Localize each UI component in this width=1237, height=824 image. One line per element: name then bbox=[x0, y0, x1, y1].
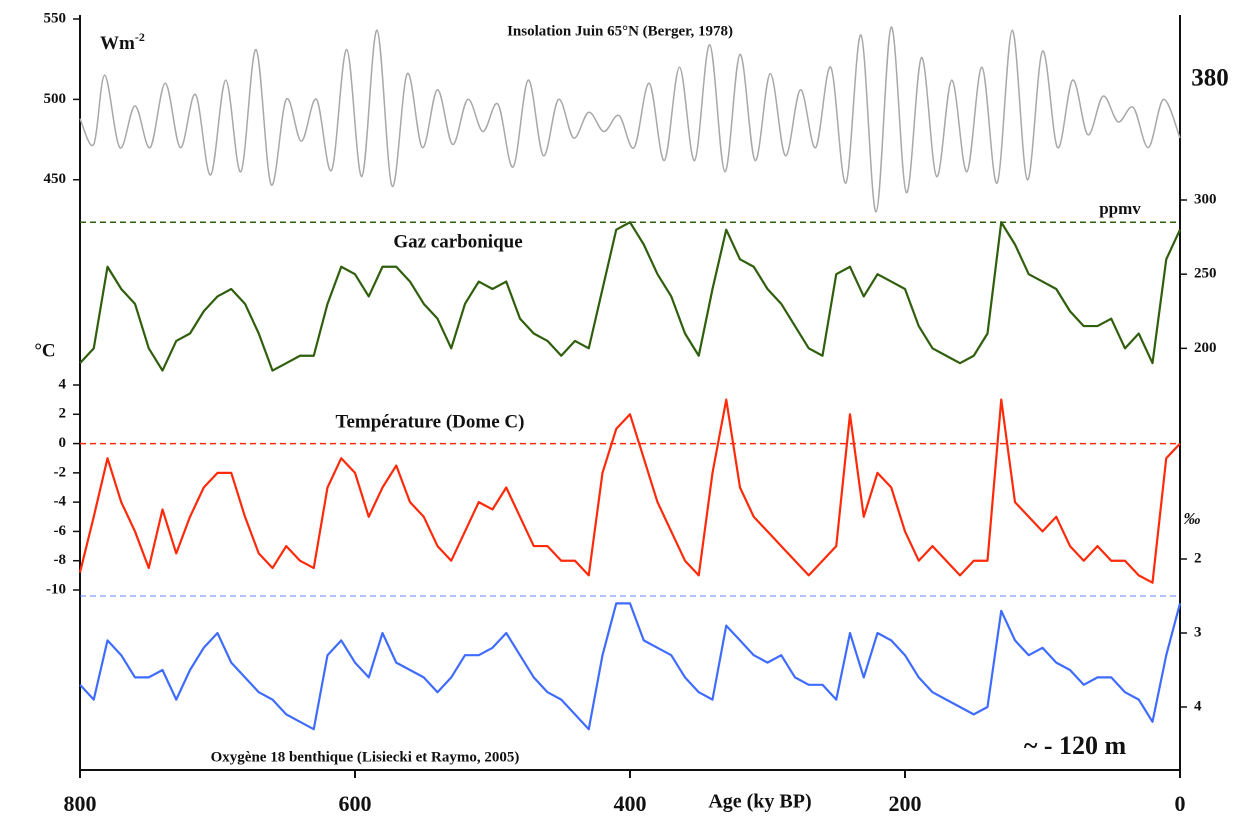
data-line bbox=[79, 602, 1182, 731]
panel-title: Oxygène 18 benthique (Lisiecki et Raymo,… bbox=[211, 749, 520, 765]
y-tick-label: -8 bbox=[54, 552, 67, 568]
y-tick-label: 450 bbox=[44, 171, 67, 187]
y-tick-label: 200 bbox=[1194, 340, 1217, 356]
y-tick-label: 500 bbox=[44, 91, 67, 107]
y-tick-label: -4 bbox=[54, 494, 67, 510]
y-tick-label: 250 bbox=[1194, 266, 1217, 282]
y-tick-label: 2 bbox=[59, 406, 67, 422]
y-tick-label: -2 bbox=[54, 464, 67, 480]
x-tick-label: 200 bbox=[889, 791, 922, 816]
y-unit: ppmv bbox=[1099, 199, 1141, 218]
data-line bbox=[78, 398, 1181, 584]
x-tick-label: 0 bbox=[1175, 791, 1186, 816]
x-tick-label: 600 bbox=[339, 791, 372, 816]
unit-base: Wm bbox=[100, 33, 135, 54]
y-tick-label: 4 bbox=[59, 376, 67, 392]
y-unit: Wm-2 bbox=[100, 30, 145, 55]
data-line bbox=[79, 26, 1181, 213]
y-tick-label: 2 bbox=[1194, 550, 1202, 566]
y-tick-label: 3 bbox=[1194, 624, 1202, 640]
y-tick-label: 0 bbox=[59, 435, 67, 451]
y-tick-label: 550 bbox=[44, 10, 67, 26]
x-axis-label: Age (ky BP) bbox=[708, 791, 811, 813]
y-tick-label: 4 bbox=[1194, 698, 1202, 714]
data-line bbox=[79, 221, 1181, 372]
panel-title: Insolation Juin 65°N (Berger, 1978) bbox=[507, 23, 733, 39]
y-tick-label: -6 bbox=[54, 523, 67, 539]
y-unit: ‰ bbox=[1184, 509, 1201, 528]
x-tick-label: 800 bbox=[64, 791, 97, 816]
panel-title: Température (Dome C) bbox=[336, 411, 525, 432]
annotation: 380 bbox=[1191, 65, 1229, 92]
unit-exponent: -2 bbox=[135, 30, 145, 44]
y-tick-label: 300 bbox=[1194, 191, 1217, 207]
x-tick-label: 400 bbox=[614, 791, 647, 816]
panel-title: Gaz carbonique bbox=[393, 231, 522, 252]
annotation: ~ - 120 m bbox=[1024, 731, 1127, 760]
y-tick-label: -10 bbox=[46, 581, 66, 597]
y-unit: °C bbox=[34, 340, 55, 361]
